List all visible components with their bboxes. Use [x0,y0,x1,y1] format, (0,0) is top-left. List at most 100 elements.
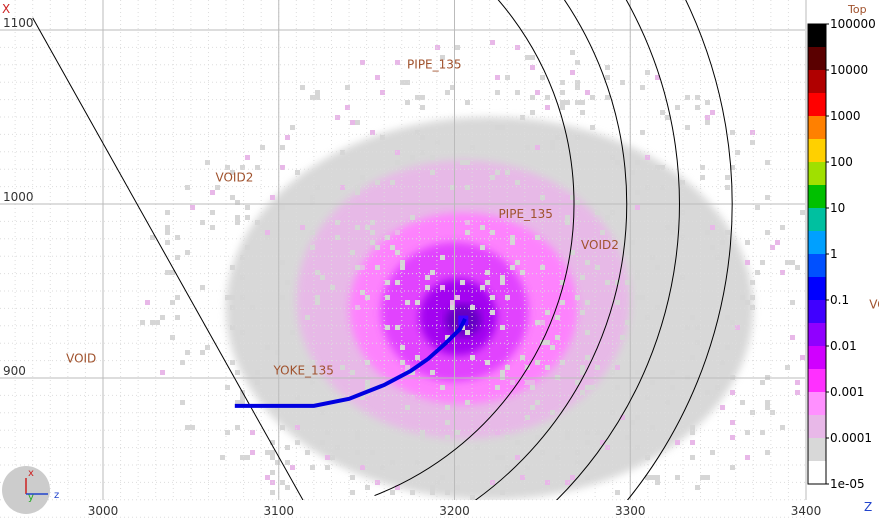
heatmap-cell [415,300,420,305]
heatmap-cell [600,440,605,445]
widget-y-letter: y [28,492,34,503]
heatmap-cell [480,285,485,290]
x-axis-letter: Z [864,500,873,514]
region-label: PIPE_135 [407,57,462,71]
heatmap-cell [170,335,175,340]
heatmap-cell [280,260,285,265]
heatmap-cell [385,325,390,330]
heatmap-cell [540,340,545,345]
heatmap-cell [635,270,640,275]
heatmap-cell [540,195,545,200]
heatmap-cell [255,220,260,225]
heatmap-cell [615,385,620,390]
heatmap-cell [730,435,735,440]
heatmap-cell [755,270,760,275]
heatmap-cell [635,445,640,450]
heatmap-cell [320,275,325,280]
heatmap-cell [170,270,175,275]
heatmap-cell [225,385,230,390]
heatmap-cell [530,380,535,385]
heatmap-cell [200,220,205,225]
heatmap-cell [355,250,360,255]
heatmap-cell [560,360,565,365]
heatmap-cell [570,70,575,75]
heatmap-cell [500,280,505,285]
heatmap-cell [240,165,245,170]
heatmap-cell [695,95,700,100]
heatmap-cell [240,275,245,280]
heatmap-cell [745,260,750,265]
heatmap-cell [645,475,650,480]
heatmap-cell [445,405,450,410]
heatmap-cell [800,355,805,360]
heatmap-cell [585,90,590,95]
heatmap-cell [560,100,565,105]
heatmap-cell [185,250,190,255]
colorbar-label: 10000 [830,63,868,77]
heatmap-cell [290,330,295,335]
heatmap-cell [615,280,620,285]
heatmap-cell [265,450,270,455]
heatmap-cell [625,190,630,195]
heatmap-cell [370,240,375,245]
heatmap-cell [760,260,765,265]
heatmap-cell [585,355,590,360]
heatmap-cell [270,450,275,455]
heatmap-cell [345,85,350,90]
heatmap-cell [310,230,315,235]
heatmap-cell [695,105,700,110]
heatmap-cell [240,395,245,400]
heatmap-cell [655,480,660,485]
heatmap-cell [485,360,490,365]
axes-triad-icon [25,478,48,495]
heatmap-cell [430,170,435,175]
heatmap-cell [355,450,360,455]
heatmap-cell [205,160,210,165]
heatmap-cell [540,75,545,80]
heatmap-cell [505,295,510,300]
heatmap-cell [470,355,475,360]
heatmap-cell [645,455,650,460]
heatmap-cell [565,195,570,200]
heatmap-cell [575,200,580,205]
heatmap-cell [420,430,425,435]
heatmap-cell [295,425,300,430]
heatmap-cell [770,245,775,250]
heatmap-cell [255,165,260,170]
heatmap-cell [315,295,320,300]
heatmap-cell [730,420,735,425]
heatmap-cell [495,385,500,390]
heatmap-cell [500,325,505,330]
heatmap-cell [575,460,580,465]
heatmap-cell [610,155,615,160]
heatmap-cell [245,205,250,210]
heatmap-cell [680,275,685,280]
heatmap-cell [710,110,715,115]
heatmap-cell [745,455,750,460]
heatmap-cell [560,280,565,285]
colorbar-swatch [808,93,826,117]
heatmap-cell [730,165,735,170]
heatmap-cell [435,175,440,180]
heatmap-cell [360,465,365,470]
colorbar-swatch [808,346,826,370]
heatmap-cell [495,170,500,175]
heatmap-cell [525,55,530,60]
heatmap-cell [375,480,380,485]
heatmap-cell [260,145,265,150]
heatmap-cell [630,420,635,425]
heatmap-cell [415,95,420,100]
orientation-widget[interactable]: x y z [2,466,59,514]
geometry-arc-0 [374,0,575,497]
heatmap-cell [515,455,520,460]
heatmap-cell [590,385,595,390]
heatmap-cell [645,395,650,400]
heatmap-cell [450,185,455,190]
colorbar-label: 1000 [830,109,861,123]
heatmap-cell [795,390,800,395]
heatmap-cell [305,365,310,370]
y-tick-label: 1100 [3,16,34,30]
heatmap-cell [710,245,715,250]
